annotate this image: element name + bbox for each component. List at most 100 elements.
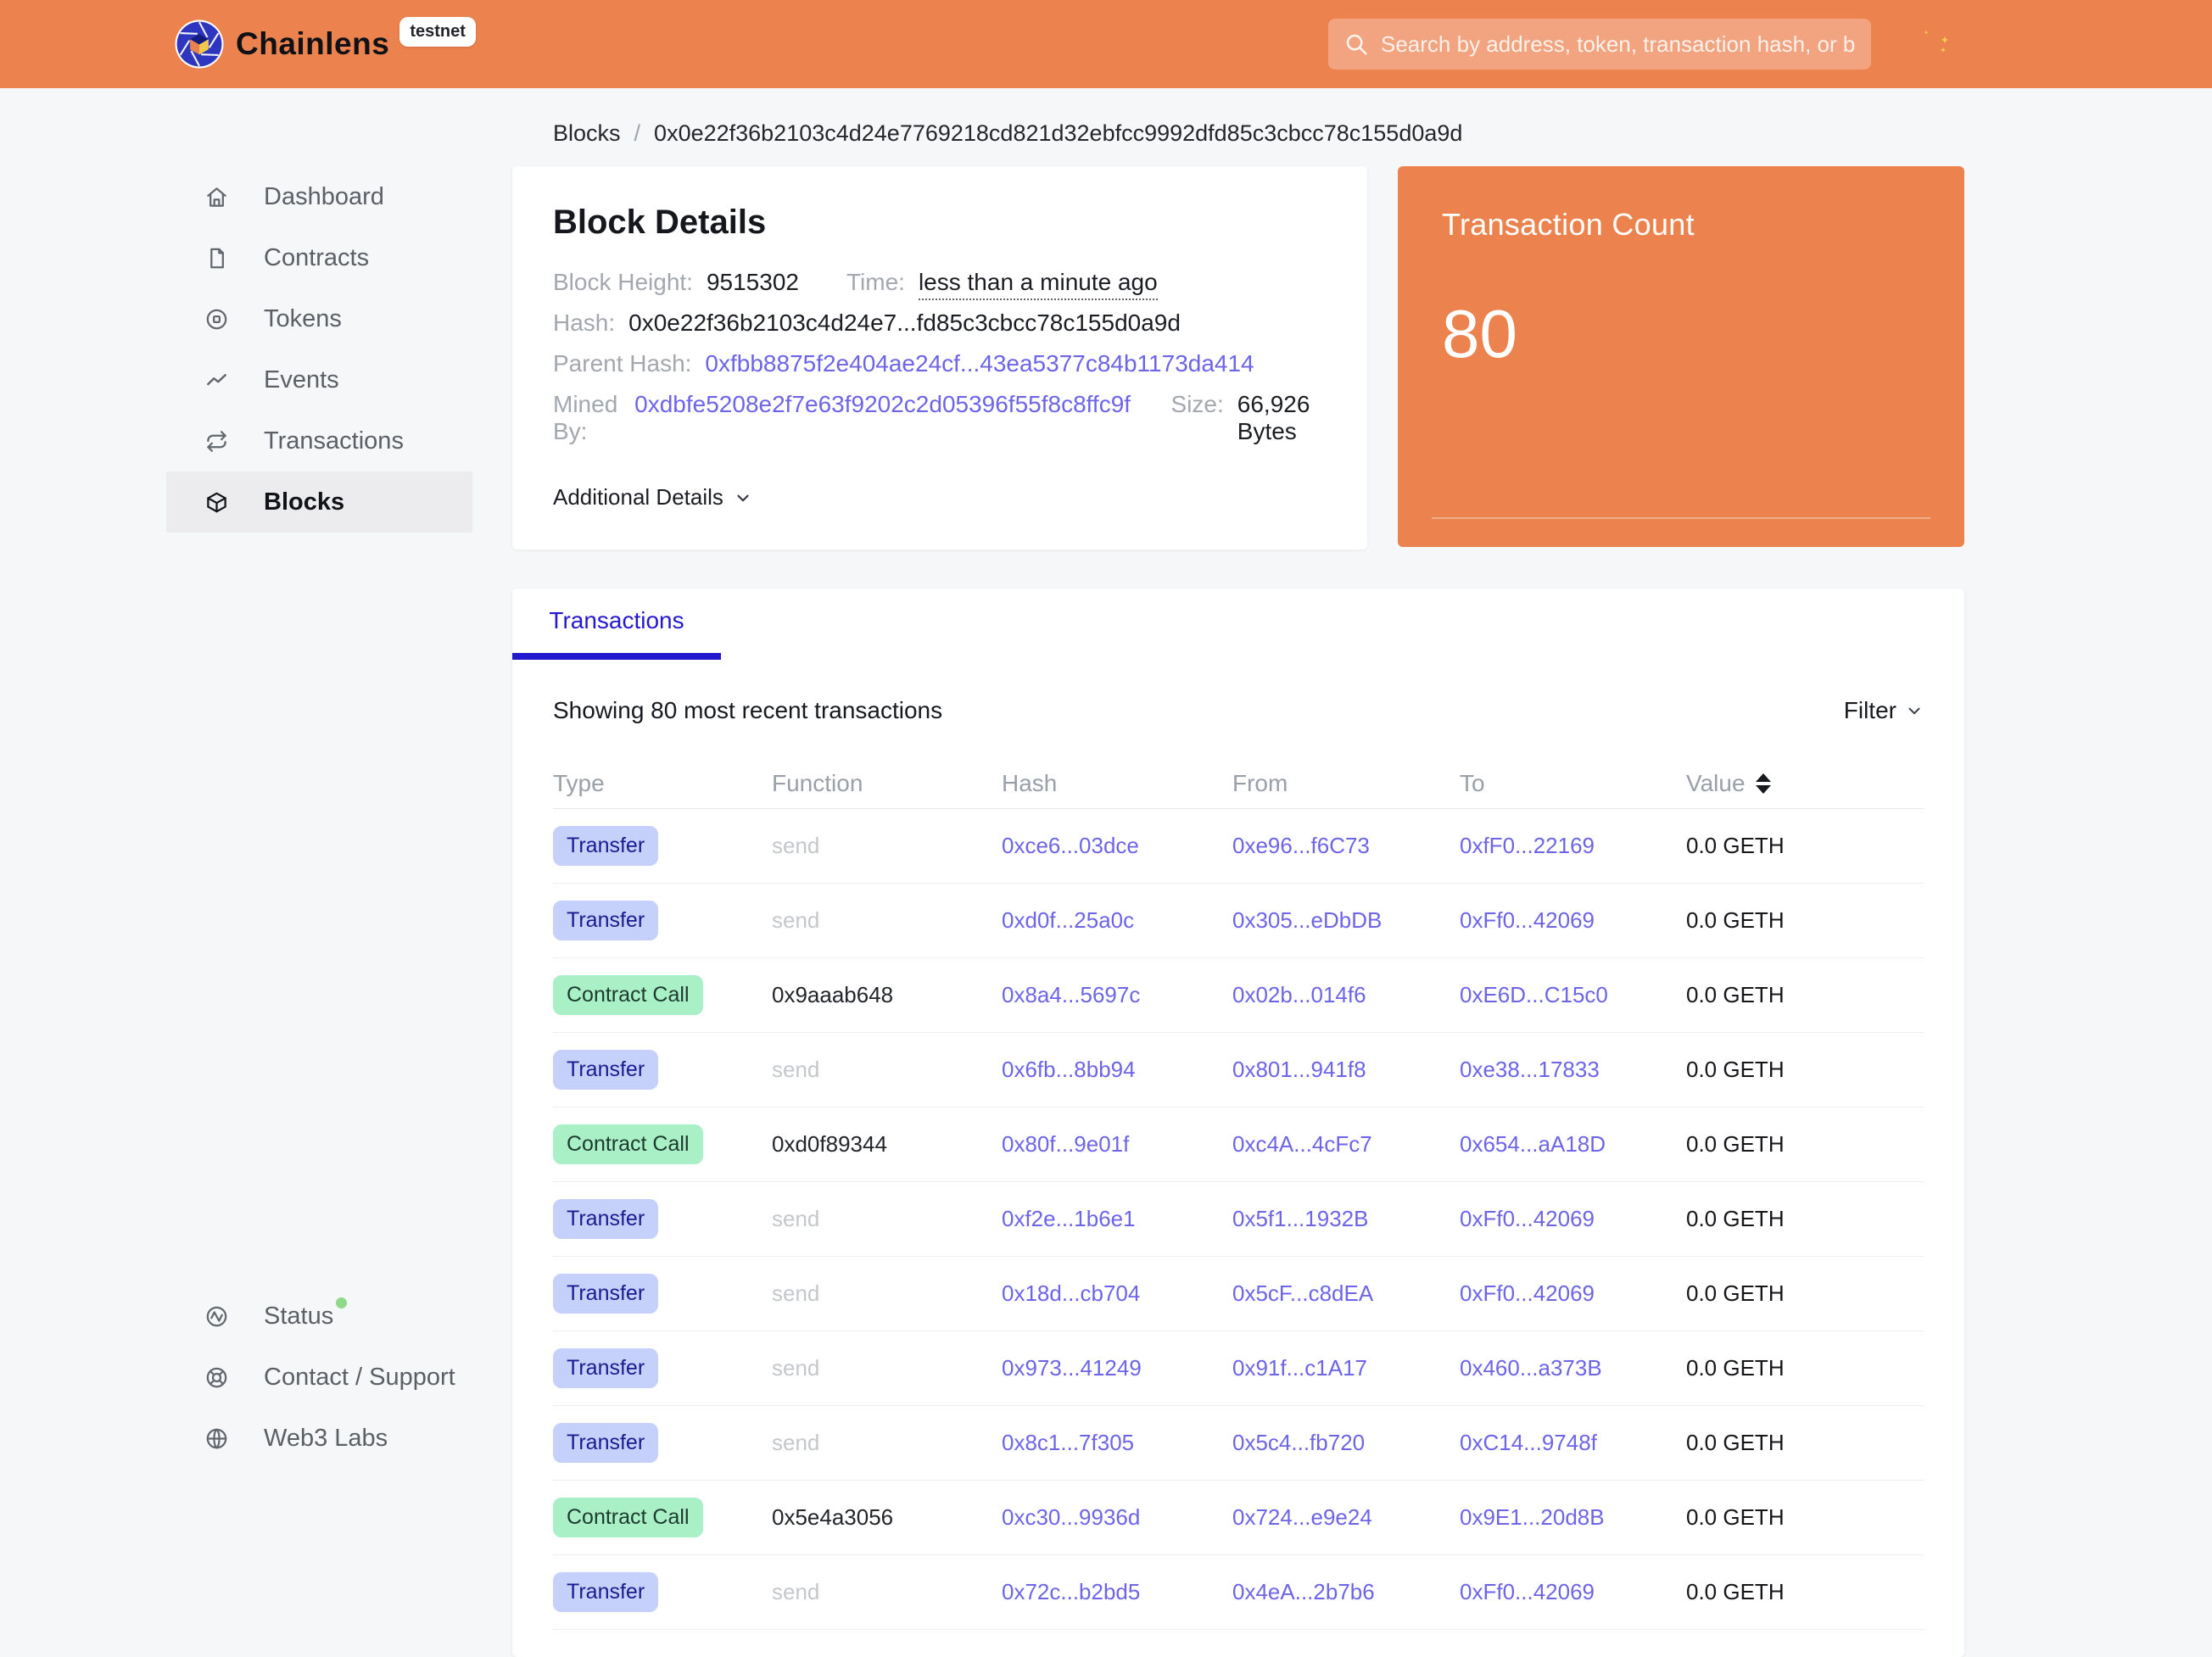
transaction-from-link[interactable]: 0x91f...c1A17 bbox=[1232, 1355, 1367, 1381]
transactions-table: Type Function Hash From To Value Transfe… bbox=[553, 758, 1924, 1630]
transaction-type-badge: Transfer bbox=[553, 1274, 659, 1314]
sidebar-item-tokens[interactable]: Tokens bbox=[166, 288, 472, 349]
hash-value: 0x0e22f36b2103c4d24e7...fd85c3cbcc78c155… bbox=[628, 310, 1181, 336]
breadcrumb: Blocks / 0x0e22f36b2103c4d24e7769218cd82… bbox=[553, 120, 1462, 147]
transaction-function: send bbox=[772, 1280, 820, 1306]
transaction-to-link[interactable]: 0xFf0...42069 bbox=[1460, 1280, 1595, 1306]
token-icon bbox=[206, 309, 227, 329]
sort-icon[interactable] bbox=[1755, 773, 1771, 794]
transaction-from-link[interactable]: 0x5c4...fb720 bbox=[1232, 1430, 1366, 1455]
sidebar-item-blocks[interactable]: Blocks bbox=[166, 471, 472, 533]
transaction-to-link[interactable]: 0xE6D...C15c0 bbox=[1460, 982, 1608, 1007]
search-bar[interactable] bbox=[1328, 19, 1871, 70]
transaction-from-link[interactable]: 0x5cF...c8dEA bbox=[1232, 1280, 1374, 1306]
transaction-function: send bbox=[772, 1057, 820, 1082]
lifebuoy-icon bbox=[206, 1367, 227, 1387]
transaction-to-link[interactable]: 0x460...a373B bbox=[1460, 1355, 1602, 1381]
chevron-down-icon bbox=[737, 494, 749, 501]
size-value: 66,926 Bytes bbox=[1237, 391, 1310, 444]
transaction-to-link[interactable]: 0xFf0...42069 bbox=[1460, 1206, 1595, 1231]
transaction-type-badge: Transfer bbox=[553, 1572, 659, 1612]
sidebar-item-label: Blocks bbox=[264, 488, 345, 516]
trend-icon bbox=[207, 373, 226, 385]
transaction-from-link[interactable]: 0xc4A...4cFc7 bbox=[1232, 1131, 1372, 1157]
transaction-from-link[interactable]: 0x801...941f8 bbox=[1232, 1057, 1366, 1082]
transaction-hash-link[interactable]: 0x8a4...5697c bbox=[1002, 982, 1141, 1007]
transaction-hash-link[interactable]: 0xd0f...25a0c bbox=[1002, 907, 1135, 933]
search-input[interactable] bbox=[1381, 31, 1856, 58]
activity-icon bbox=[206, 1306, 227, 1326]
transaction-to-link[interactable]: 0xFf0...42069 bbox=[1460, 907, 1595, 933]
transactions-summary: Showing 80 most recent transactions bbox=[553, 697, 943, 723]
filter-label: Filter bbox=[1843, 697, 1896, 723]
transaction-value: 0.0 GETH bbox=[1686, 1057, 1785, 1082]
transaction-to-link[interactable]: 0x9E1...20d8B bbox=[1460, 1504, 1605, 1530]
transaction-hash-link[interactable]: 0x80f...9e01f bbox=[1002, 1131, 1130, 1157]
sidebar-item-transactions[interactable]: Transactions bbox=[166, 410, 472, 471]
transaction-function: send bbox=[772, 1430, 820, 1455]
sidebar-item-label: Contracts bbox=[264, 243, 370, 271]
sidebar-item-label: Transactions bbox=[264, 427, 404, 455]
panel-toolbar: Showing 80 most recent transactions Filt… bbox=[512, 697, 1964, 724]
tab-transactions[interactable]: Transactions bbox=[549, 607, 684, 633]
repeat-icon bbox=[207, 430, 226, 452]
status-online-dot bbox=[336, 1297, 348, 1308]
transaction-function: send bbox=[772, 907, 820, 933]
transaction-from-link[interactable]: 0xe96...f6C73 bbox=[1232, 833, 1370, 858]
transaction-to-link[interactable]: 0xe38...17833 bbox=[1460, 1057, 1600, 1082]
globe-icon bbox=[206, 1428, 227, 1448]
transaction-type-badge: Transfer bbox=[553, 826, 659, 866]
transaction-hash-link[interactable]: 0xc30...9936d bbox=[1002, 1504, 1141, 1530]
transaction-from-link[interactable]: 0x02b...014f6 bbox=[1232, 982, 1366, 1007]
mined-by-row: Mined By: 0xdbfe5208e2f7e63f9202c2d05396… bbox=[553, 391, 1327, 444]
transaction-to-link[interactable]: 0xC14...9748f bbox=[1460, 1430, 1597, 1455]
sidebar-item-contact-support[interactable]: Contact / Support bbox=[166, 1347, 472, 1408]
additional-details-toggle[interactable]: Additional Details bbox=[553, 484, 1327, 510]
transaction-hash-link[interactable]: 0x8c1...7f305 bbox=[1002, 1430, 1135, 1455]
sidebar-item-events[interactable]: Events bbox=[166, 349, 472, 410]
time-label: Time: bbox=[846, 269, 905, 295]
transaction-hash-link[interactable]: 0x973...41249 bbox=[1002, 1355, 1142, 1381]
chainlens-logo-icon[interactable] bbox=[175, 20, 224, 69]
block-height-label: Block Height: bbox=[553, 269, 693, 295]
sidebar-item-contracts[interactable]: Contracts bbox=[166, 227, 472, 288]
block-details-title: Block Details bbox=[553, 204, 767, 241]
transaction-hash-link[interactable]: 0xce6...03dce bbox=[1002, 833, 1139, 858]
block-details-card: Block Details Block Height: 9515302 Time… bbox=[512, 166, 1367, 550]
breadcrumb-current-hash: 0x0e22f36b2103c4d24e7769218cd821d32ebfcc… bbox=[654, 120, 1463, 146]
breadcrumb-blocks-link[interactable]: Blocks bbox=[553, 120, 621, 146]
sidebar-item-web3-labs[interactable]: Web3 Labs bbox=[166, 1408, 472, 1469]
transaction-value: 0.0 GETH bbox=[1686, 1131, 1785, 1157]
transaction-count-card: Transaction Count 80 bbox=[1398, 166, 1964, 547]
transaction-from-link[interactable]: 0x5f1...1932B bbox=[1232, 1206, 1369, 1231]
parent-hash-link[interactable]: 0xfbb8875f2e404ae24cf...43ea5377c84b1173… bbox=[705, 350, 1254, 377]
filter-button[interactable]: Filter bbox=[1844, 697, 1924, 724]
transaction-to-link[interactable]: 0xfF0...22169 bbox=[1460, 833, 1595, 858]
brand-title[interactable]: Chainlens bbox=[236, 26, 390, 61]
sidebar-item-label: Contact / Support bbox=[264, 1363, 455, 1391]
transaction-hash-link[interactable]: 0x18d...cb704 bbox=[1002, 1280, 1141, 1306]
sidebar-footer: Status Contact / Support Web3 Labs bbox=[166, 1286, 472, 1469]
transaction-to-link[interactable]: 0xFf0...42069 bbox=[1460, 1579, 1595, 1604]
transaction-value: 0.0 GETH bbox=[1686, 1355, 1785, 1381]
transaction-from-link[interactable]: 0x724...e9e24 bbox=[1232, 1504, 1372, 1530]
sidebar-item-status[interactable]: Status bbox=[166, 1286, 472, 1347]
transaction-hash-link[interactable]: 0x72c...b2bd5 bbox=[1002, 1579, 1141, 1604]
transaction-count-value: 80 bbox=[1442, 296, 1517, 371]
column-header-type: Type bbox=[553, 769, 605, 796]
transaction-to-link[interactable]: 0x654...aA18D bbox=[1460, 1131, 1606, 1157]
transactions-table-body: Transfer send 0xce6...03dce 0xe96...f6C73 0x… bbox=[553, 809, 1924, 1630]
dark-mode-toggle[interactable] bbox=[1919, 25, 1952, 63]
transaction-hash-link[interactable]: 0x6fb...8bb94 bbox=[1002, 1057, 1136, 1082]
sidebar-item-dashboard[interactable]: Dashboard bbox=[166, 166, 472, 227]
transaction-from-link[interactable]: 0x305...eDbDB bbox=[1232, 907, 1382, 933]
transaction-hash-link[interactable]: 0xf2e...1b6e1 bbox=[1002, 1206, 1136, 1231]
tab-active-underline bbox=[512, 653, 721, 660]
transaction-from-link[interactable]: 0x4eA...2b7b6 bbox=[1232, 1579, 1375, 1604]
transaction-row: Transfer send 0x6fb...8bb94 0x801...941f8 0x… bbox=[553, 1033, 1924, 1107]
parent-hash-label: Parent Hash: bbox=[553, 350, 692, 377]
transaction-row: Transfer send 0x973...41249 0x91f...c1A17 0x… bbox=[553, 1331, 1924, 1406]
mined-by-link[interactable]: 0xdbfe5208e2f7e63f9202c2d05396f55f8c8ffc… bbox=[634, 391, 1131, 417]
breadcrumb-separator: / bbox=[634, 120, 641, 146]
transaction-type-badge: Transfer bbox=[553, 1199, 659, 1239]
